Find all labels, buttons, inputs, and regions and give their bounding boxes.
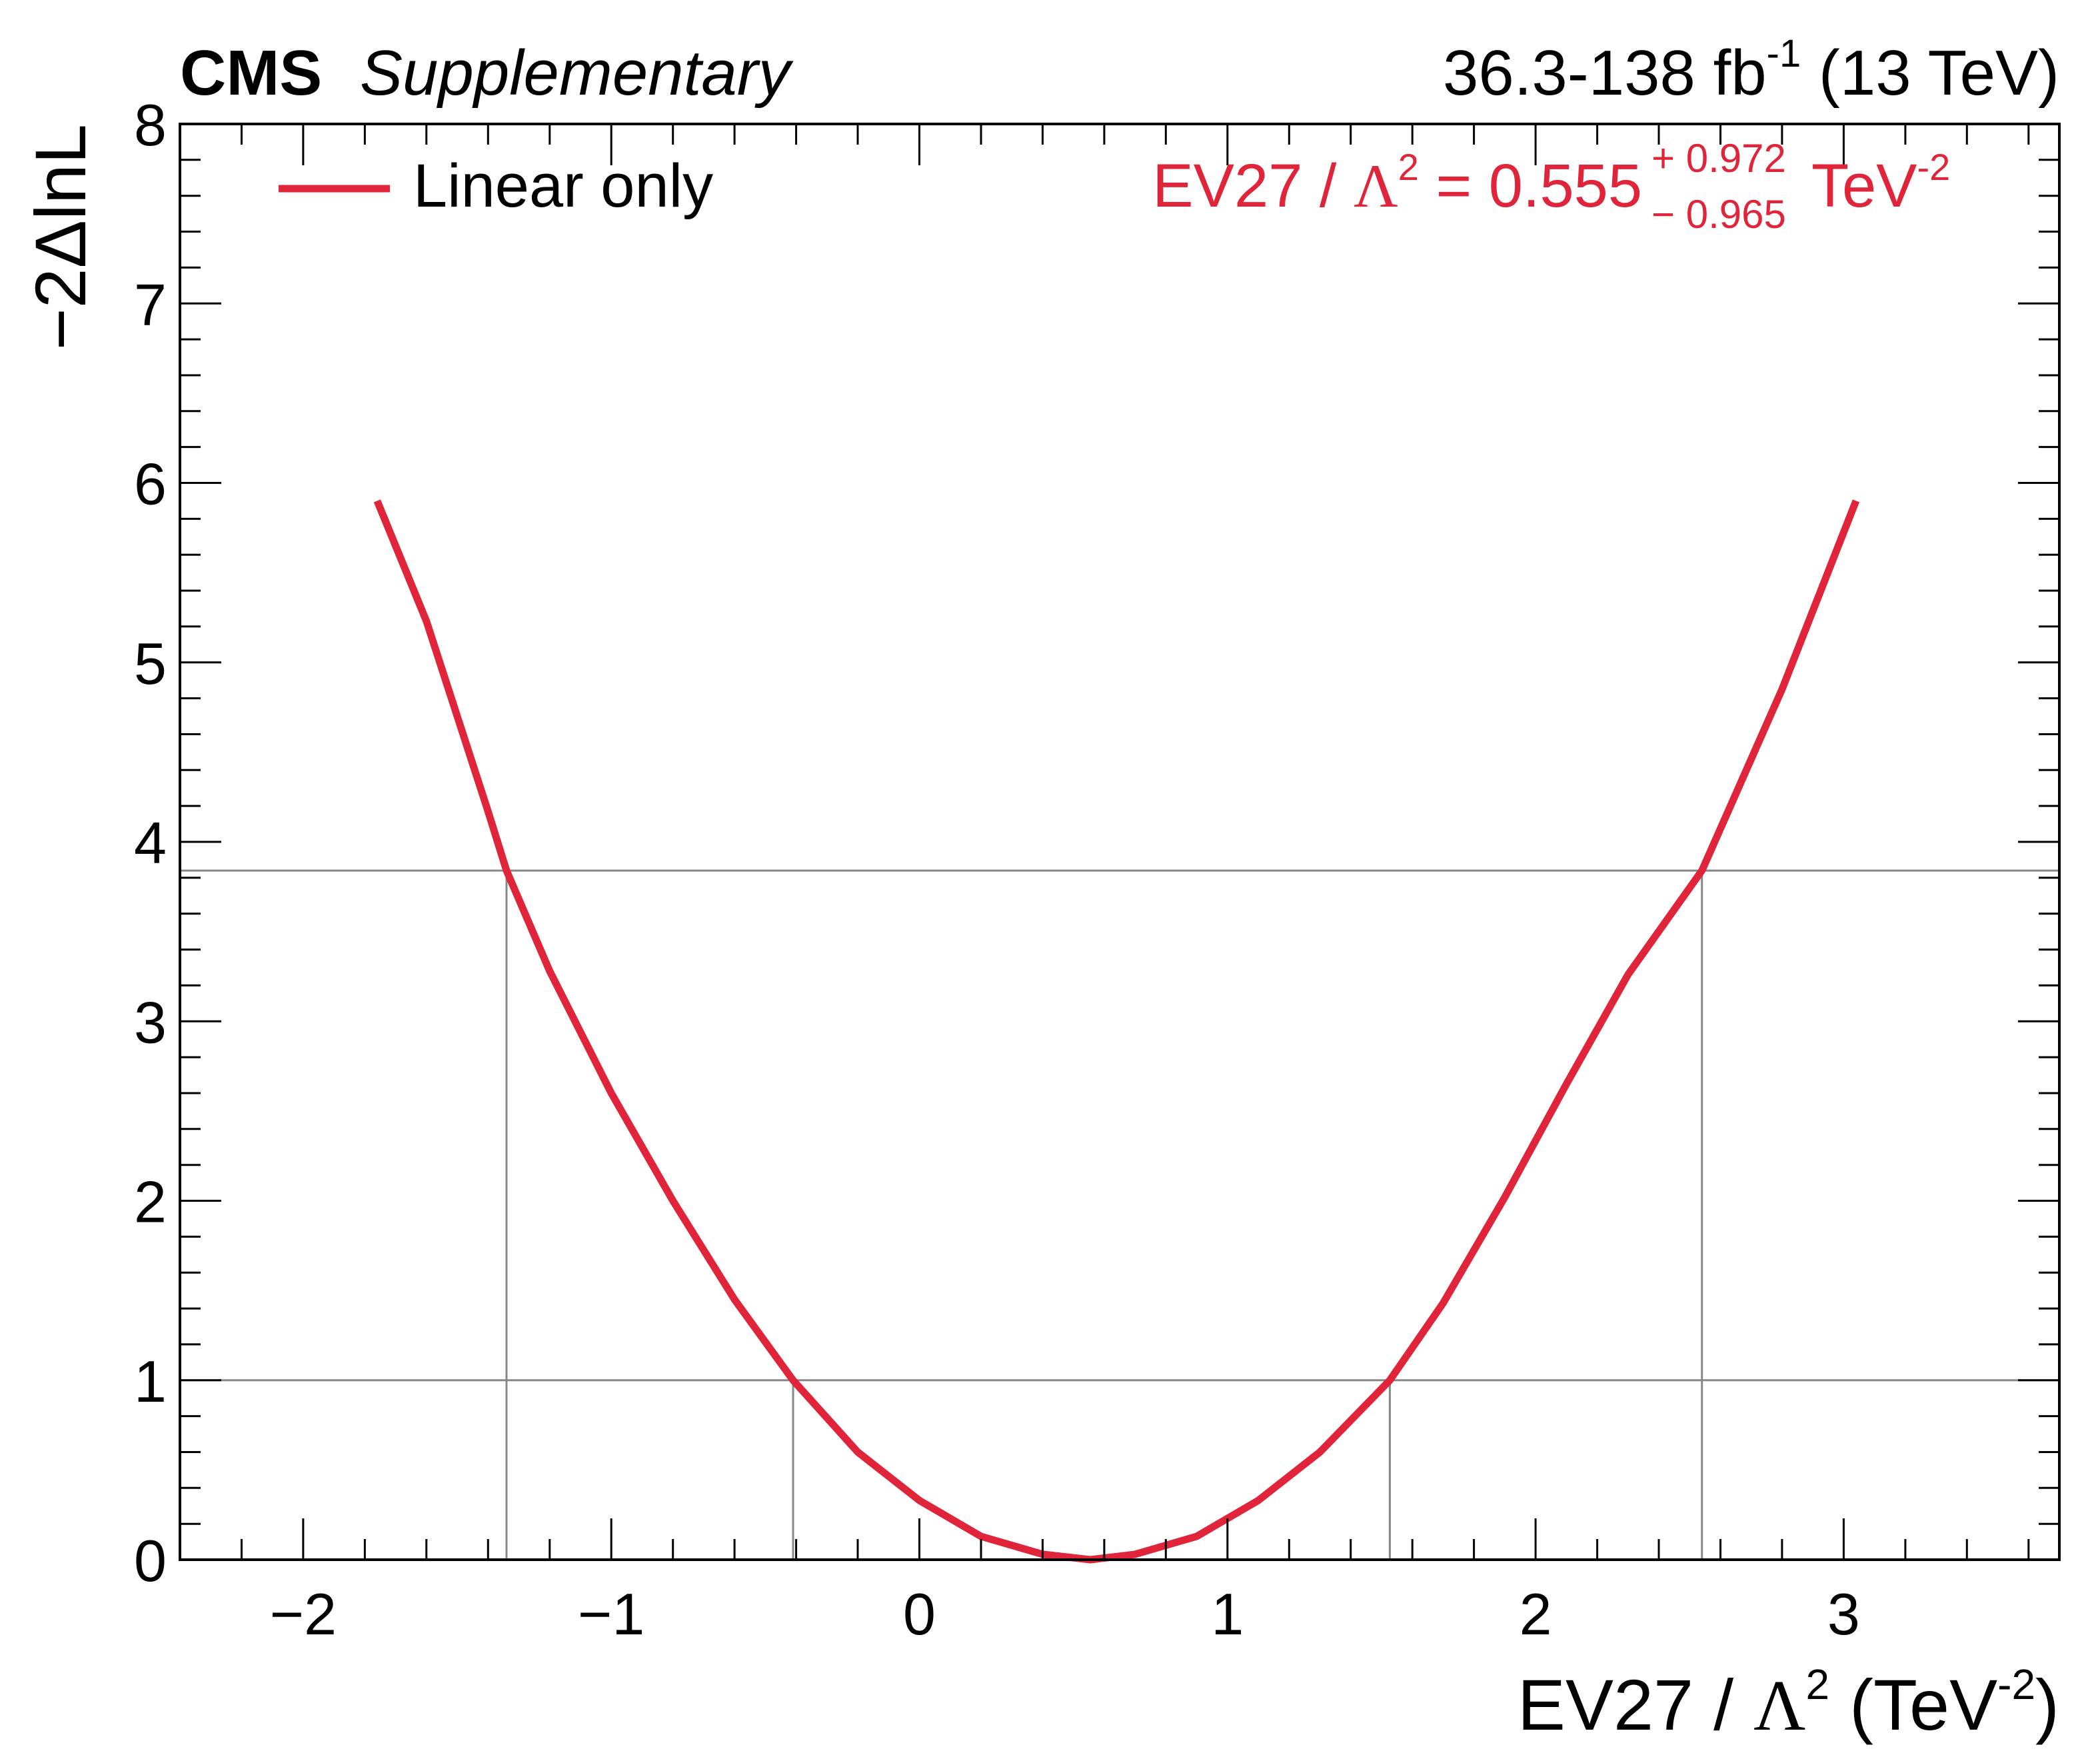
y-tick-label: 5: [134, 631, 167, 697]
y-tick-label: 6: [134, 451, 167, 517]
x-axis-lambda: Λ: [1753, 1666, 1805, 1746]
x-tick-labels: −2 −1 0 1 2 3: [270, 1581, 1860, 1647]
x-tick-label: −2: [270, 1581, 337, 1647]
qualifier-label: Supplementary: [360, 37, 794, 109]
x-tick-label: 3: [1827, 1581, 1860, 1647]
lumi-exponent: -1: [1767, 32, 1801, 75]
plot-frame: [179, 123, 2061, 1561]
x-axis-title: EV27 / Λ2 (TeV-2): [1518, 1660, 2059, 1746]
x-axis-unit-close: ): [2035, 1664, 2059, 1745]
y-tick-label: 1: [134, 1348, 167, 1414]
experiment-label: CMS: [180, 37, 322, 109]
x-axis-parameter: EV27 /: [1518, 1664, 1753, 1745]
result-error-down: − 0.965: [1651, 192, 1786, 237]
y-tick-labels: 0 1 2 3 4 5 6 7 8: [134, 92, 167, 1594]
x-axis-unit-exponent: -2: [1997, 1660, 2035, 1708]
result-annotation: EV27 / Λ2 = 0.555 + 0.972 − 0.965 TeV-2: [1152, 136, 1950, 237]
reference-lines: [180, 869, 2059, 1560]
y-tick-label: 7: [134, 271, 167, 337]
x-tick-label: −1: [578, 1581, 644, 1647]
result-parameter: EV27 /: [1152, 152, 1354, 220]
lumi-prefix: 36.3-138 fb: [1443, 37, 1767, 109]
luminosity-label: 36.3-138 fb-1 (13 TeV): [1443, 32, 2059, 109]
y-axis-title: −2ΔlnL: [20, 124, 101, 350]
x-tick-label: 2: [1520, 1581, 1552, 1647]
result-lambda-exponent: 2: [1398, 146, 1419, 188]
result-unit: TeV-2: [1811, 146, 1950, 220]
result-value: = 0.555: [1419, 152, 1642, 220]
axis-ticks: [179, 123, 2059, 1561]
result-lambda: Λ: [1354, 152, 1398, 220]
result-unit-text: TeV: [1811, 152, 1917, 220]
result-main: EV27 / Λ2 = 0.555: [1152, 146, 1642, 220]
x-tick-label: 0: [903, 1581, 936, 1647]
series-line-linear-only: [373, 499, 1860, 1564]
result-error-up: + 0.972: [1651, 136, 1786, 181]
y-tick-label: 0: [134, 1528, 167, 1594]
legend-label-linear-only: Linear only: [413, 152, 713, 220]
result-unit-exponent: -2: [1917, 146, 1951, 188]
y-tick-label: 2: [134, 1169, 167, 1235]
x-axis-lambda-exponent: 2: [1805, 1660, 1829, 1708]
lumi-suffix: (13 TeV): [1801, 37, 2059, 109]
y-tick-label: 3: [134, 989, 167, 1055]
y-tick-label: 4: [134, 810, 167, 876]
x-axis-unit: (TeV: [1829, 1664, 1997, 1745]
y-tick-label: 8: [134, 92, 167, 158]
x-tick-label: 1: [1211, 1581, 1244, 1647]
